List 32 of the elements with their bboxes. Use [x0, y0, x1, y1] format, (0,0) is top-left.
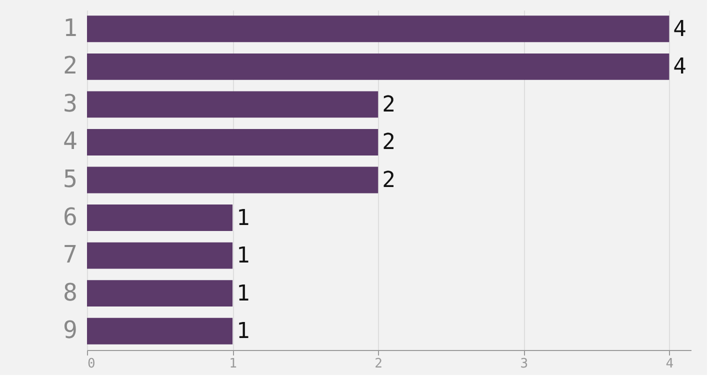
bar [87, 16, 670, 42]
x-tick-label: 3 [520, 356, 528, 372]
x-tick-label: 2 [374, 356, 382, 372]
data-label: 4 [673, 54, 686, 80]
y-tick-label: 3 [63, 89, 78, 118]
bar [87, 204, 233, 231]
y-tick-label: 9 [63, 316, 78, 344]
data-label: 2 [382, 130, 396, 156]
data-label: 2 [382, 168, 396, 193]
y-tick-label: 2 [63, 52, 78, 80]
data-label: 1 [236, 206, 250, 231]
bar [87, 129, 378, 156]
data-label: 4 [673, 16, 686, 42]
y-tick-label: 8 [63, 278, 78, 306]
y-tick-label: 6 [63, 202, 78, 231]
y-tick-label: 4 [63, 127, 78, 156]
y-tick-label: 1 [63, 14, 78, 42]
x-tick-label: 0 [88, 356, 96, 372]
bar [87, 53, 670, 80]
x-tick-label: 1 [229, 356, 237, 372]
y-tick-label: 5 [63, 165, 78, 193]
data-label: 1 [236, 319, 250, 344]
y-tick-label: 7 [63, 240, 78, 269]
data-label: 1 [236, 244, 250, 269]
data-label: 1 [236, 281, 250, 306]
bar [87, 318, 233, 344]
bar [87, 242, 233, 269]
bar [87, 280, 233, 307]
bar [87, 166, 378, 194]
x-tick-label: 4 [666, 356, 674, 372]
data-label: 2 [382, 92, 396, 118]
bar [87, 91, 378, 118]
